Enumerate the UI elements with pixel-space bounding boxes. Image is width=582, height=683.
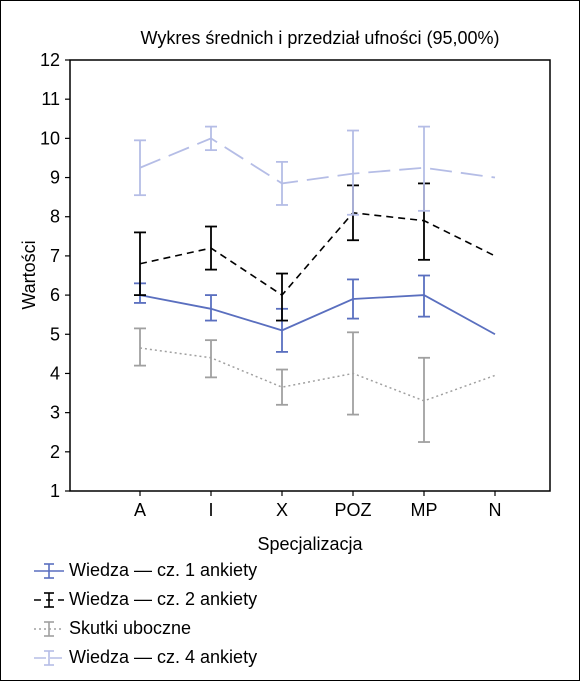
error-bar [418,356,430,443]
legend-swatch [34,620,64,637]
y-tick-label: 10 [40,128,60,148]
legend: Wiedza — cz. 1 ankiety Wiedza — cz. 2 ank… [33,556,257,672]
x-axis: A I X POZ MP N [134,491,502,520]
legend-item: Wiedza — cz. 2 ankiety [33,585,257,614]
error-bar [205,339,217,379]
error-bar [276,272,288,322]
legend-item: Wiedza — cz. 4 ankiety [33,643,257,672]
y-tick-label: 9 [50,168,60,188]
series-2 [134,182,496,322]
error-bar [276,368,288,406]
legend-swatch [34,649,64,666]
error-bar [205,225,217,271]
x-tick-label: N [489,500,502,520]
legend-label: Skutki uboczne [69,618,192,638]
y-tick-label: 3 [50,403,60,423]
error-bar [347,331,359,416]
series-line [139,347,496,402]
error-bar [276,160,288,206]
x-axis-label: Specjalizacja [257,534,363,554]
error-bar [134,327,146,367]
x-tick-label: A [134,500,146,520]
error-bar [418,125,430,212]
series-layer [134,125,496,443]
x-tick-label: I [208,500,213,520]
legend-item: Skutki uboczne [33,614,257,643]
legend-swatch [34,591,64,608]
series-1 [134,274,496,353]
series-line [139,137,496,185]
error-bar [134,139,146,197]
y-axis-label: Wartości [19,240,39,309]
series-line [139,294,496,336]
y-tick-label: 2 [50,442,60,462]
x-tick-label: X [276,500,288,520]
y-tick-label: 7 [50,246,60,266]
y-tick-label: 8 [50,207,60,227]
y-tick-label: 1 [50,481,60,501]
error-bar [347,129,359,216]
legend-swatch [34,562,64,579]
chart-title: Wykres średnich i przedział ufności (95,… [141,28,500,48]
x-tick-label: MP [411,500,438,520]
legend-label: Wiedza — cz. 2 ankiety [69,589,258,609]
y-tick-label: 12 [40,50,60,70]
y-tick-label: 11 [41,89,60,109]
legend-label: Wiedza — cz. 4 ankiety [69,647,258,667]
error-bar [205,125,217,152]
legend-label: Wiedza — cz. 1 ankiety [69,560,258,580]
error-bar [418,274,430,318]
y-tick-label: 6 [50,285,60,305]
series-3 [134,327,496,443]
error-bar [205,294,217,322]
y-tick-label: 5 [50,324,60,344]
series-4 [134,125,496,216]
error-bar [134,231,146,296]
error-bar [347,278,359,320]
y-tick-label: 4 [50,363,60,383]
legend-item: Wiedza — cz. 1 ankiety [33,556,257,585]
series-line [139,211,496,297]
x-tick-label: POZ [334,500,371,520]
plot-area [69,59,551,492]
